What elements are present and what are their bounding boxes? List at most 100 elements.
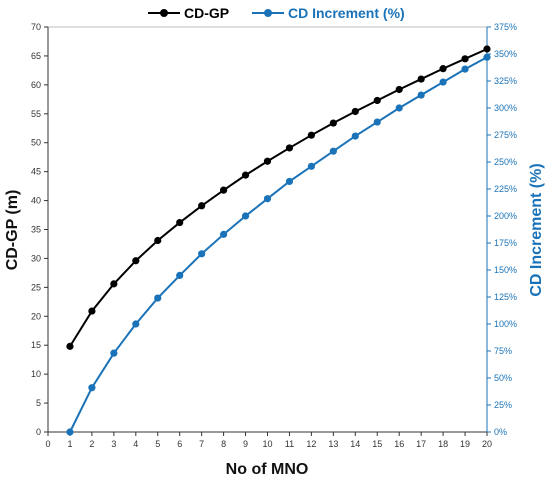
y-right-tick-label: 150% [494, 265, 517, 275]
y-axis-right-title: CD Increment (%) [528, 163, 545, 296]
x-tick-label: 6 [177, 439, 182, 449]
y-left-ticks: 0 5 10 15 20 25 30 35 40 45 50 55 60 65 70 [31, 22, 48, 437]
data-point-cdgp [154, 236, 162, 245]
x-tick-label: 1 [67, 439, 72, 449]
x-tick-label: 19 [460, 439, 470, 449]
data-point-cdgp [110, 280, 118, 288]
data-point-increment [132, 320, 140, 328]
x-tick-label: 2 [89, 439, 94, 449]
y-right-tick-label: 375% [494, 22, 517, 32]
y-right-tick-label: 50% [494, 373, 512, 383]
y-left-tick-label: 65 [31, 51, 41, 61]
x-tick-label: 9 [243, 439, 248, 449]
data-point-increment [241, 212, 250, 220]
data-point-cdgp [373, 96, 381, 105]
x-tick-label: 16 [394, 439, 404, 449]
data-point-increment [176, 271, 184, 279]
data-point-cdgp [263, 157, 272, 165]
legend-label-increment: CD Increment (%) [288, 5, 405, 21]
x-axis-title: No of MNO [226, 461, 309, 478]
y-right-tick-label: 25% [494, 400, 512, 410]
data-point-increment [110, 349, 118, 357]
y-left-tick-label: 5 [36, 398, 41, 408]
x-tick-label: 14 [350, 439, 360, 449]
data-point-increment [154, 294, 162, 302]
series-line-cdgp [69, 48, 488, 347]
x-tick-label: 18 [438, 439, 448, 449]
data-point-cdgp [395, 85, 403, 94]
x-tick-label: 12 [306, 439, 316, 449]
y-left-tick-label: 35 [31, 225, 41, 235]
x-tick-label: 13 [328, 439, 338, 449]
x-tick-label: 20 [482, 439, 492, 449]
data-point-cdgp [351, 107, 359, 116]
data-point-cdgp [220, 186, 228, 194]
plot-area [47, 26, 488, 433]
y-right-tick-label: 0% [494, 427, 507, 437]
y-right-tick-label: 175% [494, 238, 517, 248]
legend: CD-GP CD Increment (%) [148, 5, 405, 21]
legend-item-cdgp: CD-GP [148, 5, 229, 21]
data-point-cdgp [241, 171, 250, 179]
x-tick-label: 15 [372, 439, 382, 449]
y-right-tick-label: 100% [494, 319, 517, 329]
y-right-tick-label: 300% [494, 103, 517, 113]
y-left-tick-label: 70 [31, 22, 41, 32]
y-left-tick-label: 60 [31, 80, 41, 90]
data-point-cdgp [461, 55, 469, 63]
y-left-tick-label: 30 [31, 253, 41, 263]
y-left-tick-label: 15 [31, 340, 41, 350]
y-left-tick-label: 0 [36, 427, 41, 437]
x-tick-label: 3 [111, 439, 116, 449]
y-left-tick-label: 40 [31, 196, 41, 206]
legend-item-increment: CD Increment (%) [252, 5, 405, 21]
x-tick-label: 17 [416, 439, 426, 449]
y-right-tick-label: 75% [494, 346, 512, 356]
data-point-increment [483, 53, 491, 61]
data-point-increment [285, 177, 294, 186]
x-tick-label: 5 [155, 439, 160, 449]
data-point-cdgp [198, 202, 206, 210]
y-left-tick-label: 50 [31, 138, 41, 148]
data-point-cdgp [439, 65, 447, 73]
y-right-tick-label: 225% [494, 184, 517, 194]
y-left-tick-label: 45 [31, 167, 41, 177]
data-point-increment [461, 65, 469, 73]
y-right-tick-label: 350% [494, 49, 517, 59]
data-point-cdgp [483, 45, 491, 53]
x-tick-label: 7 [199, 439, 204, 449]
data-point-cdgp [176, 218, 184, 227]
data-point-increment [307, 162, 315, 170]
y-right-tick-label: 250% [494, 157, 517, 167]
data-point-cdgp [66, 342, 74, 350]
data-point-cdgp [285, 144, 294, 152]
x-tick-label: 4 [133, 439, 138, 449]
data-point-increment [220, 230, 228, 238]
data-point-cdgp [88, 307, 96, 315]
data-point-increment [395, 104, 403, 112]
data-point-increment [373, 118, 381, 126]
data-point-increment [439, 78, 447, 86]
series-layer [66, 45, 491, 436]
x-ticks: 0 1 2 3 4 5 6 7 8 9 10 11 12 13 14 15 16 17 18 19 20 [45, 432, 492, 449]
y-right-ticks: 0% 25% 50% 75% 100% 125% 150% 175% 200% 225% 250% 2… [487, 22, 517, 437]
y-left-tick-label: 25 [31, 282, 41, 292]
data-point-increment [417, 91, 425, 99]
x-tick-label: 8 [221, 439, 226, 449]
data-point-increment [88, 384, 96, 392]
y-left-tick-label: 55 [31, 109, 41, 119]
data-point-cdgp [307, 131, 315, 139]
data-point-cdgp [132, 257, 140, 265]
y-axis-left-title: CD-GP (m) [4, 190, 21, 271]
x-tick-label: 11 [285, 439, 294, 449]
legend-label-cdgp: CD-GP [184, 5, 229, 21]
x-tick-label: 0 [45, 439, 50, 449]
data-point-cdgp [329, 119, 337, 127]
x-tick-label: 10 [262, 439, 272, 449]
data-point-increment [66, 428, 74, 436]
y-right-tick-label: 325% [494, 76, 517, 86]
series-line-increment [69, 56, 488, 433]
data-point-increment [198, 250, 206, 258]
y-left-tick-label: 20 [31, 311, 41, 321]
